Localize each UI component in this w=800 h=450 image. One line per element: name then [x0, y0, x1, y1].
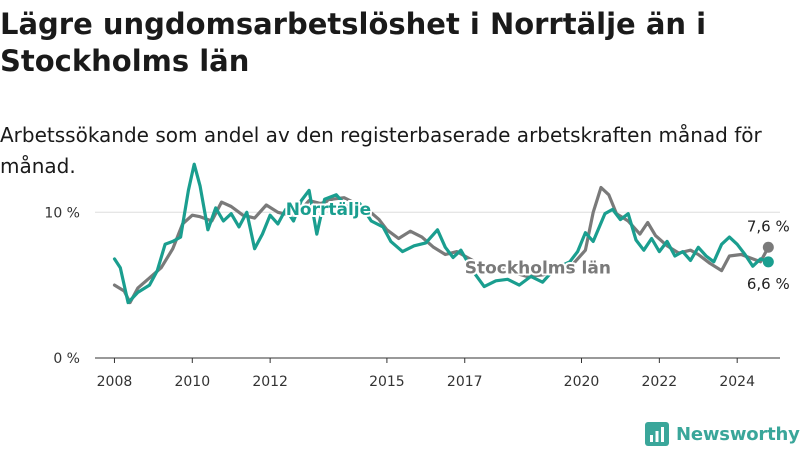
series-end-point	[762, 256, 774, 268]
y-tick-label: 10 %	[44, 205, 80, 221]
newsworthy-brand: Newsworthy	[645, 421, 800, 447]
x-tick-label: 2008	[97, 374, 133, 390]
brand-name: Newsworthy	[676, 423, 800, 445]
x-tick-label: 2020	[564, 374, 600, 390]
newsworthy-logo-icon	[645, 422, 669, 446]
series-label-norrt-lje: Norrtälje	[286, 200, 371, 220]
x-tick-label: 2024	[719, 374, 755, 390]
chart-subtitle: Arbetssökande som andel av den registerb…	[0, 123, 762, 178]
x-tick-label: 2017	[447, 374, 483, 390]
x-tick-label: 2010	[174, 374, 210, 390]
chart-title: Lägre ungdomsarbetslöshet i Norrtälje än…	[0, 7, 707, 78]
end-value-label: 7,6 %	[747, 217, 790, 235]
series-label-stockholms-l-n: Stockholms län	[465, 258, 611, 278]
y-tick-label: 0 %	[53, 351, 80, 367]
x-tick-label: 2022	[642, 374, 678, 390]
series-line-norrt-lje	[112, 162, 770, 305]
x-tick-label: 2012	[252, 374, 288, 390]
x-tick-label: 2015	[369, 374, 405, 390]
series-end-point	[762, 241, 774, 253]
end-value-label: 6,6 %	[747, 275, 790, 293]
